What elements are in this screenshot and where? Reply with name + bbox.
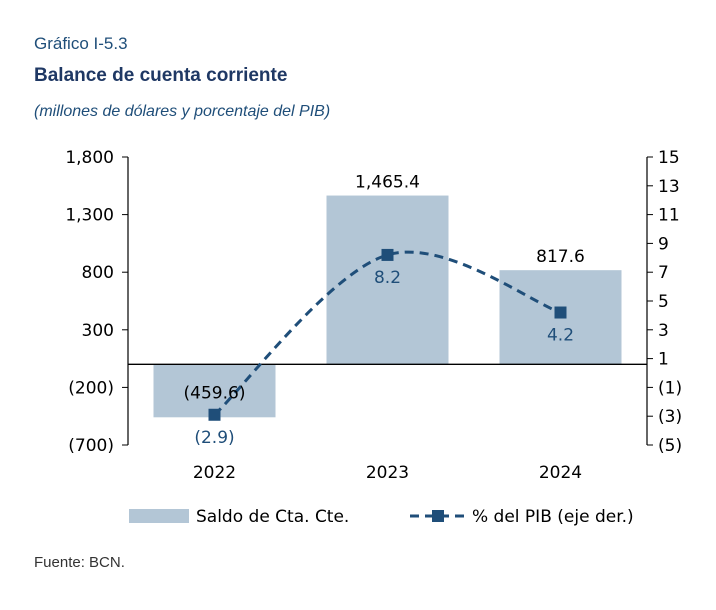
legend-swatch-marker <box>432 510 444 522</box>
line-marker <box>554 306 567 319</box>
y-left-tick-label: (700) <box>68 436 114 456</box>
chart-kicker: Gráfico I-5.3 <box>34 34 128 53</box>
y-right-tick-label: 15 <box>658 148 680 168</box>
x-tick-label: 2023 <box>366 463 409 483</box>
y-left-tick-label: 1,800 <box>65 148 114 168</box>
y-left-tick-label: (200) <box>68 378 114 398</box>
chart-title: Balance de cuenta corriente <box>34 65 288 86</box>
legend-label-bar: Saldo de Cta. Cte. <box>196 507 349 527</box>
y-right-tick-label: 1 <box>658 350 669 370</box>
bar-2023 <box>326 195 449 365</box>
line-value-label: 4.2 <box>547 326 574 346</box>
line-marker <box>208 408 221 421</box>
bar-value-label: 817.6 <box>536 247 585 267</box>
line-marker <box>381 248 394 261</box>
y-right-tick-label: (3) <box>658 407 682 427</box>
line-value-label: (2.9) <box>194 428 234 448</box>
bar-value-label: (459.6) <box>184 383 246 403</box>
bar-value-label: 1,465.4 <box>355 173 420 193</box>
y-right-tick-label: (1) <box>658 378 682 398</box>
y-right-tick-label: 13 <box>658 177 680 197</box>
y-right-tick-label: 9 <box>658 234 669 254</box>
y-left-tick-label: 1,300 <box>65 206 114 226</box>
y-right-tick-label: (5) <box>658 436 682 456</box>
y-right-tick-label: 5 <box>658 292 669 312</box>
chart-subtitle: (millones de dólares y porcentaje del PI… <box>34 103 331 120</box>
x-tick-label: 2022 <box>193 463 236 483</box>
line-value-label: 8.2 <box>374 268 401 288</box>
legend-label-line: % del PIB (eje der.) <box>472 507 634 527</box>
bar-2022 <box>153 364 276 418</box>
y-left-tick-label: 800 <box>82 263 114 283</box>
line-series-pib <box>213 250 561 416</box>
y-right-tick-label: 11 <box>658 206 680 226</box>
x-tick-label: 2024 <box>539 463 582 483</box>
y-left-tick-label: 300 <box>82 321 114 341</box>
source-note: Fuente: BCN. <box>34 554 125 571</box>
y-right-tick-label: 7 <box>658 263 669 283</box>
legend-swatch-bar <box>129 509 189 523</box>
y-right-tick-label: 3 <box>658 321 669 341</box>
